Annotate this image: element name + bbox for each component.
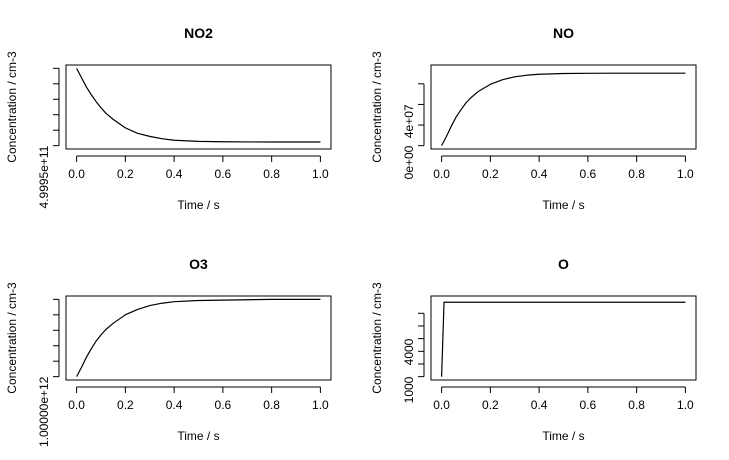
x-tick-label: 0.0 (68, 398, 85, 412)
x-tick-label: 0.2 (117, 398, 134, 412)
y-tick-label: 4000 (402, 338, 416, 365)
x-tick-label: 0.4 (531, 398, 548, 412)
series-line (441, 301, 686, 377)
chart-panel-1: NO2 0.0 0.2 0.4 0.6 0.8 1.0 Time / s 4.9995e+11 C… (5, 25, 332, 212)
x-tick-label: 0.0 (68, 167, 85, 181)
x-tick-label: 0.8 (628, 167, 645, 181)
x-tick-label: 0.8 (263, 167, 280, 181)
y-axis-label: Concentration / cm-3 (5, 51, 19, 163)
x-tick-label: 0.2 (482, 167, 499, 181)
y-tick-label: 1000 (402, 376, 416, 403)
x-tick-label: 0.6 (215, 167, 232, 181)
y-tick-label: 1.00000e+12 (37, 376, 51, 447)
chart-panel-3: O3 0.0 0.2 0.4 0.6 0.8 1.0 Time / s 1.00000e+12 C… (5, 256, 332, 447)
x-tick-label: 0.0 (433, 398, 450, 412)
x-tick-label: 0.2 (482, 398, 499, 412)
y-tick-label: 4e+07 (402, 104, 416, 138)
x-axis-label: Time / s (542, 198, 584, 212)
plot-box (430, 295, 697, 381)
x-tick-label: 1.0 (312, 398, 329, 412)
y-tick-label: 0e+00 (402, 145, 416, 179)
x-tick-label: 1.0 (312, 167, 329, 181)
x-tick-label: 0.8 (628, 398, 645, 412)
x-axis-label: Time / s (542, 429, 584, 443)
x-tick-label: 0.6 (580, 398, 597, 412)
series-line (76, 298, 321, 377)
chart-title: NO2 (184, 25, 213, 41)
x-tick-label: 1.0 (677, 167, 694, 181)
x-tick-label: 0.4 (166, 398, 183, 412)
x-tick-label: 0.0 (433, 167, 450, 181)
chart-panel-2: NO 0.0 0.2 0.4 0.6 0.8 1.0 Time / s 0e+00 4e+07 Co… (370, 25, 697, 212)
x-tick-label: 1.0 (677, 398, 694, 412)
x-tick-label: 0.6 (580, 167, 597, 181)
x-axis-label: Time / s (177, 429, 219, 443)
plot-box (65, 295, 332, 381)
x-tick-label: 0.6 (215, 398, 232, 412)
y-axis-label: Concentration / cm-3 (370, 51, 384, 163)
series-line (76, 68, 321, 143)
x-tick-label: 0.8 (263, 398, 280, 412)
plot-box (65, 64, 332, 150)
plot-box (430, 64, 697, 150)
chart-panel-4: O 0.0 0.2 0.4 0.6 0.8 1.0 Time / s 1000 4000 Conce… (370, 256, 697, 443)
chart-title: O3 (189, 256, 208, 272)
y-axis-label: Concentration / cm-3 (5, 282, 19, 394)
y-tick-label: 4.9995e+11 (37, 145, 51, 208)
y-axis-label: Concentration / cm-3 (370, 282, 384, 394)
x-tick-label: 0.2 (117, 167, 134, 181)
x-axis-label: Time / s (177, 198, 219, 212)
x-tick-label: 0.4 (531, 167, 548, 181)
x-tick-label: 0.4 (166, 167, 183, 181)
chart-title: O (558, 256, 569, 272)
series-line (441, 72, 686, 146)
chart-title: NO (553, 25, 574, 41)
